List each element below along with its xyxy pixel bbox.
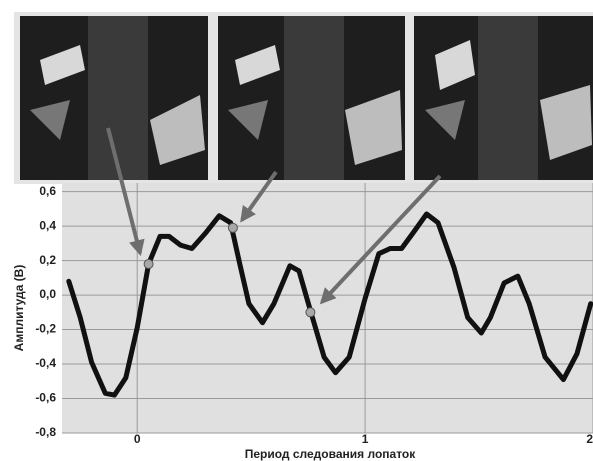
- y-tick-label: 0,2: [39, 253, 56, 267]
- highlight-point: [227, 222, 238, 233]
- x-tick-label: 0: [134, 432, 141, 446]
- highlight-point: [305, 307, 316, 318]
- arrows: [106, 127, 442, 305]
- y-tick-label: 0,4: [39, 218, 56, 232]
- y-tick-label: -0,6: [35, 391, 56, 405]
- y-tick-label: -0,8: [35, 425, 56, 439]
- photo: [20, 16, 208, 180]
- plot-area: [62, 183, 593, 433]
- y-tick-label: 0,0: [39, 287, 56, 301]
- highlight-point: [143, 259, 154, 270]
- photo: [218, 16, 405, 180]
- photo: [414, 16, 593, 180]
- x-tick-label: 1: [362, 432, 369, 446]
- y-tick-label: 0,6: [39, 184, 56, 198]
- y-tick-label: -0,2: [35, 322, 56, 336]
- x-axis-title: Период следования лопаток: [245, 447, 417, 461]
- y-tick-label: -0,4: [35, 356, 56, 370]
- y-axis-title: Амплитуда (В): [12, 265, 26, 352]
- x-tick-label: 2: [586, 432, 593, 446]
